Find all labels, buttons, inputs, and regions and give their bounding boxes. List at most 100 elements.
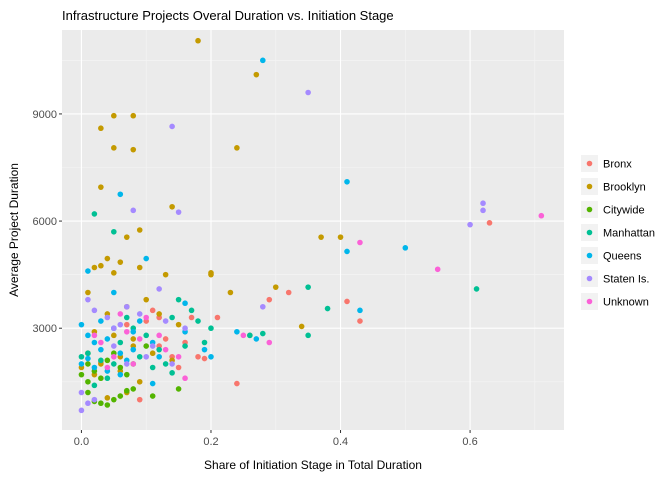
point-queens bbox=[85, 268, 91, 274]
y-tick-label: 6000 bbox=[33, 216, 57, 228]
point-manhattan bbox=[85, 350, 91, 357]
point-queens bbox=[136, 318, 143, 324]
point-brooklyn bbox=[253, 71, 260, 78]
point-bronx bbox=[195, 353, 201, 360]
point-queens bbox=[98, 346, 104, 353]
point-manhattan bbox=[195, 318, 201, 324]
point-citywide bbox=[85, 378, 91, 385]
point-unknown bbox=[156, 332, 162, 339]
point-brooklyn bbox=[130, 146, 137, 153]
point-brooklyn bbox=[156, 311, 162, 317]
point-citywide bbox=[149, 393, 156, 399]
point-manhattan bbox=[78, 353, 85, 360]
point-staten-is bbox=[480, 207, 486, 214]
point-unknown bbox=[240, 332, 247, 339]
point-unknown bbox=[91, 332, 98, 339]
point-queens bbox=[111, 289, 117, 296]
minor-gridlines bbox=[62, 30, 564, 430]
point-brooklyn bbox=[136, 264, 143, 271]
point-citywide bbox=[175, 386, 182, 392]
point-brooklyn bbox=[234, 145, 240, 151]
point-brooklyn bbox=[298, 323, 305, 330]
point-brooklyn bbox=[136, 378, 143, 385]
point-manhattan bbox=[98, 357, 104, 364]
point-queens bbox=[402, 245, 409, 251]
point-queens bbox=[253, 336, 260, 342]
point-staten-is bbox=[123, 303, 130, 310]
point-unknown bbox=[357, 239, 363, 246]
x-tick-label: 0.2 bbox=[203, 436, 218, 448]
point-bronx bbox=[285, 289, 292, 296]
point-bronx bbox=[188, 314, 195, 321]
point-staten-is bbox=[91, 307, 98, 314]
point-queens bbox=[357, 307, 363, 314]
point-bronx bbox=[162, 336, 169, 342]
y-tick-label: 3000 bbox=[33, 323, 57, 335]
point-staten-is bbox=[480, 200, 486, 207]
point-queens bbox=[149, 380, 156, 387]
point-queens bbox=[260, 57, 266, 64]
point-brooklyn bbox=[104, 255, 111, 262]
point-staten-is bbox=[182, 325, 188, 332]
point-staten-is bbox=[123, 361, 130, 367]
point-queens bbox=[344, 248, 350, 255]
x-tick-label: 0.0 bbox=[74, 436, 89, 448]
point-brooklyn bbox=[111, 270, 117, 276]
chart-title: Infrastructure Projects Overal Duration … bbox=[62, 8, 394, 23]
point-brooklyn bbox=[227, 289, 234, 296]
point-manhattan bbox=[143, 332, 150, 339]
point-bronx bbox=[357, 318, 363, 324]
legend-swatch-unknown bbox=[586, 298, 593, 305]
point-unknown bbox=[266, 339, 273, 346]
point-citywide bbox=[123, 387, 130, 394]
point-manhattan bbox=[182, 343, 188, 349]
point-citywide bbox=[117, 393, 124, 399]
point-citywide bbox=[130, 386, 137, 392]
y-axis-title: Average Project Duration bbox=[7, 163, 21, 297]
point-queens bbox=[117, 350, 124, 357]
point-brooklyn bbox=[91, 264, 98, 271]
legend-label-staten-is: Staten Is. bbox=[603, 274, 649, 286]
point-staten-is bbox=[467, 221, 473, 228]
point-citywide bbox=[123, 371, 130, 378]
y-axis: 3000 6000 9000 bbox=[33, 109, 62, 335]
major-gridlines bbox=[62, 30, 564, 430]
point-staten-is bbox=[78, 389, 85, 396]
point-brooklyn bbox=[104, 395, 111, 401]
point-brooklyn bbox=[98, 184, 104, 190]
point-unknown bbox=[143, 314, 150, 321]
point-queens bbox=[78, 361, 85, 367]
x-tick-label: 0.6 bbox=[462, 436, 477, 448]
point-citywide bbox=[143, 343, 150, 349]
point-brooklyn bbox=[98, 262, 104, 269]
point-citywide bbox=[78, 371, 85, 378]
point-queens bbox=[85, 332, 91, 339]
point-queens bbox=[156, 353, 162, 360]
point-queens bbox=[104, 336, 111, 342]
point-citywide bbox=[85, 361, 91, 367]
point-staten-is bbox=[85, 400, 91, 407]
point-brooklyn bbox=[85, 289, 91, 296]
legend-label-queens: Queens bbox=[603, 251, 642, 263]
point-manhattan bbox=[169, 314, 175, 321]
point-citywide bbox=[117, 364, 124, 371]
point-bronx bbox=[266, 296, 273, 303]
point-queens bbox=[182, 300, 188, 307]
point-manhattan bbox=[473, 286, 480, 292]
point-bronx bbox=[175, 364, 182, 371]
point-manhattan bbox=[247, 332, 253, 339]
point-manhattan bbox=[91, 211, 98, 217]
point-citywide bbox=[104, 357, 111, 364]
point-staten-is bbox=[149, 343, 156, 349]
point-brooklyn bbox=[143, 296, 150, 303]
point-unknown bbox=[175, 353, 182, 360]
legend-swatch-queens bbox=[586, 252, 593, 259]
point-bronx bbox=[486, 220, 493, 226]
point-staten-is bbox=[175, 209, 182, 215]
point-unknown bbox=[130, 361, 137, 367]
point-manhattan bbox=[208, 325, 214, 332]
point-brooklyn bbox=[175, 321, 182, 328]
y-tick-label: 9000 bbox=[33, 109, 57, 121]
point-staten-is bbox=[91, 396, 98, 403]
